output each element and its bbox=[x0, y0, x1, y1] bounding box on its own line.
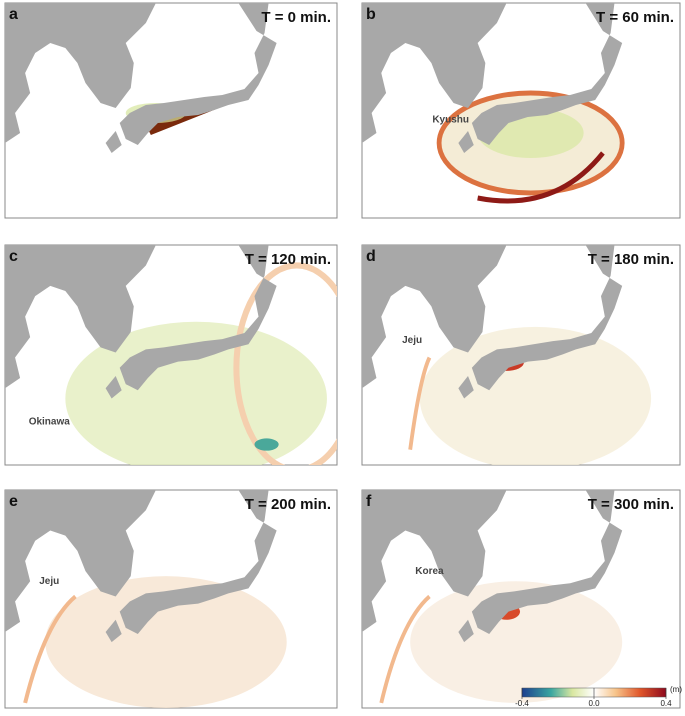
wave-field bbox=[410, 581, 623, 703]
colorbar-tick-label: 0.0 bbox=[588, 699, 600, 708]
time-label: T = 200 min. bbox=[245, 496, 331, 513]
wave-field bbox=[254, 438, 279, 451]
panel-label: d bbox=[366, 248, 376, 265]
place-label: Korea bbox=[415, 566, 444, 577]
panel-label: f bbox=[366, 493, 372, 510]
time-label: T = 300 min. bbox=[588, 496, 674, 513]
map-panel: f T = 300 min. Korea bbox=[361, 489, 681, 709]
wave-field bbox=[23, 594, 77, 704]
colorbar-unit: (m) bbox=[670, 685, 682, 694]
panel-label: b bbox=[366, 6, 376, 23]
map-area bbox=[5, 3, 277, 153]
wave-field bbox=[233, 262, 337, 465]
time-label: T = 180 min. bbox=[588, 251, 674, 268]
place-label: Okinawa bbox=[29, 417, 71, 428]
map-panel: e T = 200 min. Jeju bbox=[4, 489, 338, 709]
map-area bbox=[362, 3, 625, 204]
place-label: Jeju bbox=[39, 576, 59, 587]
map-panel: d T = 180 min. Jeju bbox=[361, 244, 681, 466]
map-panel: b T = 60 min. Kyushu bbox=[361, 2, 681, 219]
map-area bbox=[362, 245, 652, 465]
colorbar-tick-label: -0.4 bbox=[515, 699, 529, 708]
map-panel: a T = 0 min. bbox=[4, 2, 338, 219]
place-label: Kyushu bbox=[432, 115, 469, 126]
wave-field bbox=[379, 594, 431, 704]
map-area bbox=[5, 245, 337, 465]
time-label: T = 0 min. bbox=[261, 9, 331, 26]
place-label: Jeju bbox=[402, 335, 422, 346]
wave-field bbox=[477, 151, 605, 204]
wave-field bbox=[45, 576, 287, 708]
panel-label: e bbox=[9, 493, 18, 510]
map-panel: c T = 120 min. Okinawa bbox=[4, 244, 338, 466]
time-label: T = 60 min. bbox=[596, 9, 674, 26]
map-area bbox=[5, 490, 287, 708]
map-area bbox=[362, 490, 623, 704]
wave-field bbox=[419, 326, 652, 465]
time-label: T = 120 min. bbox=[245, 251, 331, 268]
wave-field bbox=[408, 356, 432, 450]
panel-label: c bbox=[9, 248, 18, 265]
panel-label: a bbox=[9, 6, 18, 23]
colorbar-tick-label: 0.4 bbox=[660, 699, 672, 708]
